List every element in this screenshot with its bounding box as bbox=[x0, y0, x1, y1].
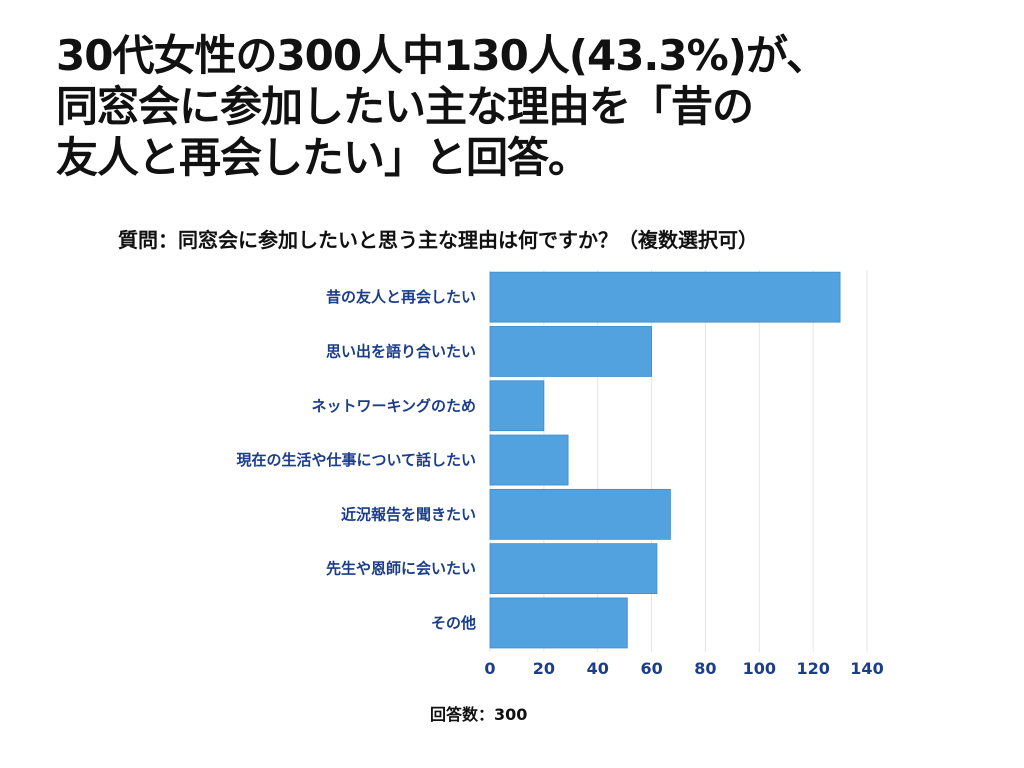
bar-chart: 昔の友人と再会したい 思い出を語り合いたいネットワーキングのため現在の生活や仕事に… bbox=[0, 250, 1024, 690]
x-tick-label-1: 20 bbox=[533, 659, 555, 678]
x-tick-label-4: 80 bbox=[694, 659, 716, 678]
x-tick-label-6: 120 bbox=[796, 659, 829, 678]
category-label-4: 近況報告を聞きたい bbox=[341, 505, 476, 523]
headline-line-3: 友人と再会したい」と回答。 bbox=[56, 133, 590, 182]
x-tick-label-7: 140 bbox=[850, 659, 883, 678]
category-label-3: 現在の生活や仕事について話したい bbox=[236, 451, 476, 469]
headline-line-2: 同窓会に参加したい主な理由を「昔の bbox=[56, 82, 754, 131]
bar-3 bbox=[489, 434, 569, 486]
chart-svg: 昔の友人と再会したい思い出を語り合いたいネットワーキングのため現在の生活や仕事に… bbox=[236, 270, 884, 678]
x-tick-label-2: 40 bbox=[587, 659, 609, 678]
chart-question: 質問：同窓会に参加したいと思う主な理由は何ですか？（複数選択可） bbox=[118, 228, 758, 252]
bar-0 bbox=[489, 271, 841, 323]
category-label-1: 思い出を語り合いたい bbox=[326, 342, 476, 360]
bar-4 bbox=[489, 488, 671, 540]
headline-line-1: 30代女性の300人中130人(43.3%)が、 bbox=[56, 31, 828, 80]
x-tick-label-0: 0 bbox=[484, 659, 495, 678]
x-tick-label-3: 60 bbox=[640, 659, 662, 678]
bar-6 bbox=[489, 597, 628, 649]
headline: 30代女性の300人中130人(43.3%)が、 同窓会に参加したい主な理由を「… bbox=[56, 30, 986, 183]
response-count: 回答数：300 bbox=[430, 705, 528, 724]
bar-5 bbox=[489, 543, 658, 595]
category-label-5: 先生や恩師に会いたい bbox=[326, 560, 476, 578]
category-label-6: その他 bbox=[431, 614, 476, 632]
bar-1 bbox=[489, 326, 652, 377]
category-label-2: ネットワーキングのため bbox=[311, 397, 476, 415]
x-tick-label-5: 100 bbox=[743, 659, 776, 678]
category-label-0: 昔の友人と再会したい bbox=[326, 288, 476, 306]
bar-2 bbox=[489, 380, 545, 432]
